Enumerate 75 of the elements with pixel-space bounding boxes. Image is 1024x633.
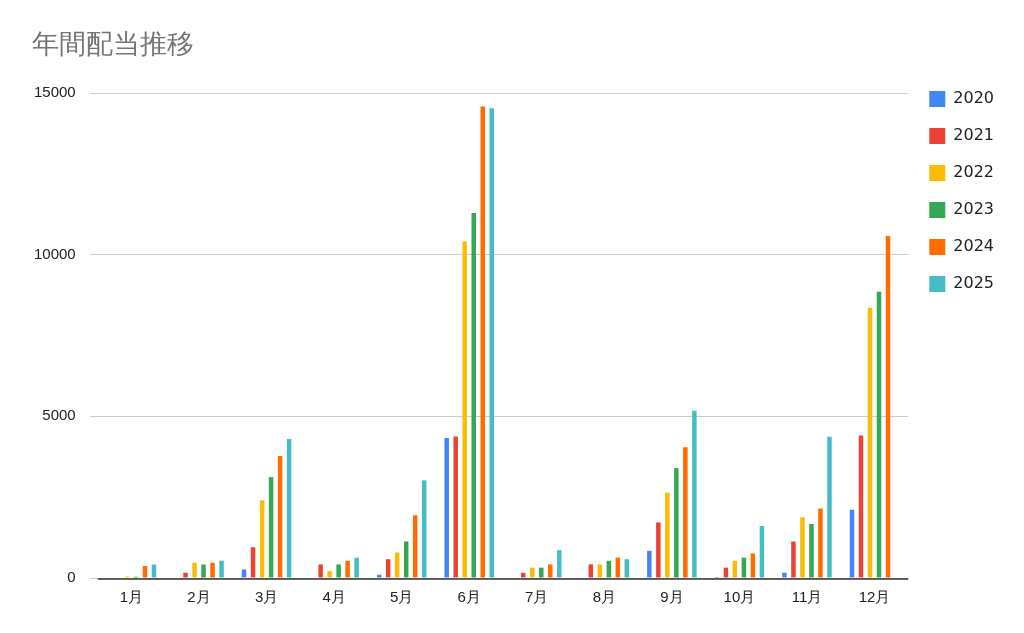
bar — [647, 550, 652, 578]
bar — [665, 492, 670, 578]
bar — [557, 550, 562, 578]
bar — [521, 572, 526, 578]
bar — [201, 564, 206, 578]
bar — [588, 564, 594, 578]
bar — [336, 564, 341, 578]
x-tick-label: 3月 — [254, 588, 279, 606]
y-tick-label: 10000 — [33, 244, 76, 262]
x-tick-label: 6月 — [457, 588, 481, 606]
bar — [723, 567, 729, 578]
bar — [444, 438, 449, 578]
bar — [318, 564, 323, 578]
bar — [480, 106, 485, 578]
bar — [683, 447, 688, 578]
bar — [250, 547, 256, 578]
legend-label: 2021 — [953, 125, 994, 145]
bar — [210, 562, 215, 578]
bar — [732, 560, 738, 578]
bar — [818, 508, 823, 578]
bar — [539, 567, 544, 578]
legend-label: 2024 — [953, 236, 994, 256]
x-tick-label: 9月 — [660, 588, 684, 606]
y-tick-label: 15000 — [33, 83, 76, 101]
y-tick-label: 5000 — [42, 406, 76, 424]
bar — [548, 564, 553, 578]
bar — [219, 560, 224, 578]
x-tick-label: 11月 — [791, 588, 823, 606]
bar — [759, 525, 765, 578]
bar — [656, 522, 661, 578]
bar — [615, 557, 621, 578]
bar — [151, 564, 157, 578]
bar — [394, 552, 400, 578]
bar — [530, 567, 535, 578]
x-tick-label: 10月 — [723, 588, 756, 606]
bar — [489, 108, 494, 578]
bar — [192, 562, 197, 578]
bar — [462, 241, 467, 578]
bar — [345, 560, 350, 578]
bar — [471, 212, 476, 578]
bar — [597, 564, 603, 578]
bar — [385, 559, 391, 578]
bar — [674, 468, 679, 578]
bar — [782, 572, 787, 578]
bar — [692, 410, 697, 578]
bar — [183, 572, 188, 578]
bar — [750, 553, 756, 578]
bar — [800, 517, 805, 578]
x-tick-label: 7月 — [525, 588, 549, 606]
bar — [624, 559, 630, 578]
bar — [412, 515, 418, 578]
legend-label: 2022 — [953, 162, 994, 182]
bar — [741, 557, 747, 578]
x-tick-label: 1月 — [119, 588, 144, 606]
bar — [403, 541, 409, 578]
bar — [259, 500, 265, 578]
bar — [453, 436, 458, 578]
x-tick-label: 12月 — [858, 588, 891, 606]
bar — [606, 560, 612, 578]
legend-label: 2020 — [953, 88, 994, 108]
x-tick-label: 2月 — [187, 588, 211, 606]
bar — [791, 541, 796, 578]
bar — [142, 566, 148, 578]
bar — [327, 571, 332, 578]
x-tick-label: 4月 — [322, 588, 346, 606]
legend-label: 2023 — [953, 199, 994, 219]
bar — [354, 557, 359, 578]
y-tick-label: 0 — [67, 568, 76, 586]
x-tick-label: 8月 — [592, 588, 616, 606]
chart-title: 年間配当推移 — [32, 27, 194, 61]
legend-label: 2025 — [953, 273, 994, 293]
bar — [809, 524, 814, 578]
x-tick-label: 5月 — [390, 588, 414, 606]
bar — [827, 436, 832, 578]
bar — [376, 574, 382, 578]
